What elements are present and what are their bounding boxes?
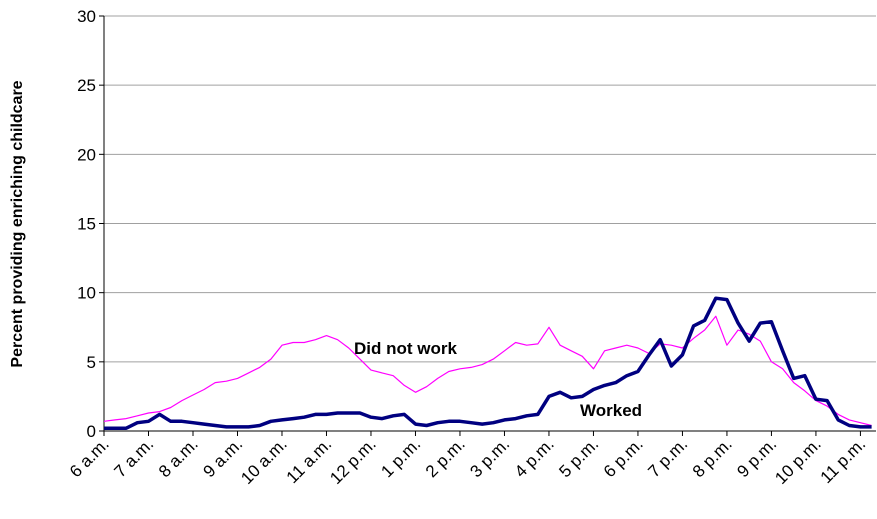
x-tick-label: 7 a.m.	[110, 434, 157, 481]
y-tick-label: 25	[77, 76, 96, 95]
x-tick-label: 7 p.m.	[644, 434, 691, 481]
x-tick-label: 8 p.m.	[689, 434, 736, 481]
x-tick-label: 11 p.m.	[817, 434, 870, 487]
x-tick-label: 10 p.m.	[771, 434, 825, 488]
x-tick-label: 6 p.m.	[600, 434, 647, 481]
y-tick-label: 5	[87, 353, 96, 372]
annotation: Did not work	[354, 339, 457, 358]
x-tick-label: 1 p.m.	[377, 434, 424, 481]
annotation: Worked	[580, 401, 642, 420]
x-tick-label: 3 p.m.	[466, 434, 513, 481]
y-tick-label: 15	[77, 215, 96, 234]
x-tick-label: 12 p.m.	[326, 434, 380, 488]
x-tick-label: 2 p.m.	[422, 434, 469, 481]
x-tick-label: 8 a.m.	[155, 434, 202, 481]
y-axis-label: Percent providing enriching childcare	[9, 80, 26, 367]
x-tick-label: 5 p.m.	[555, 434, 602, 481]
x-tick-label: 11 a.m.	[283, 434, 336, 487]
x-tick-label: 10 a.m.	[237, 434, 291, 488]
series-line	[104, 296, 872, 430]
x-tick-label: 6 a.m.	[66, 434, 113, 481]
y-tick-label: 10	[77, 284, 96, 303]
y-tick-label: 0	[87, 422, 96, 441]
y-tick-label: 20	[77, 145, 96, 164]
x-tick-label: 4 p.m.	[511, 434, 558, 481]
y-tick-label: 30	[77, 7, 96, 26]
